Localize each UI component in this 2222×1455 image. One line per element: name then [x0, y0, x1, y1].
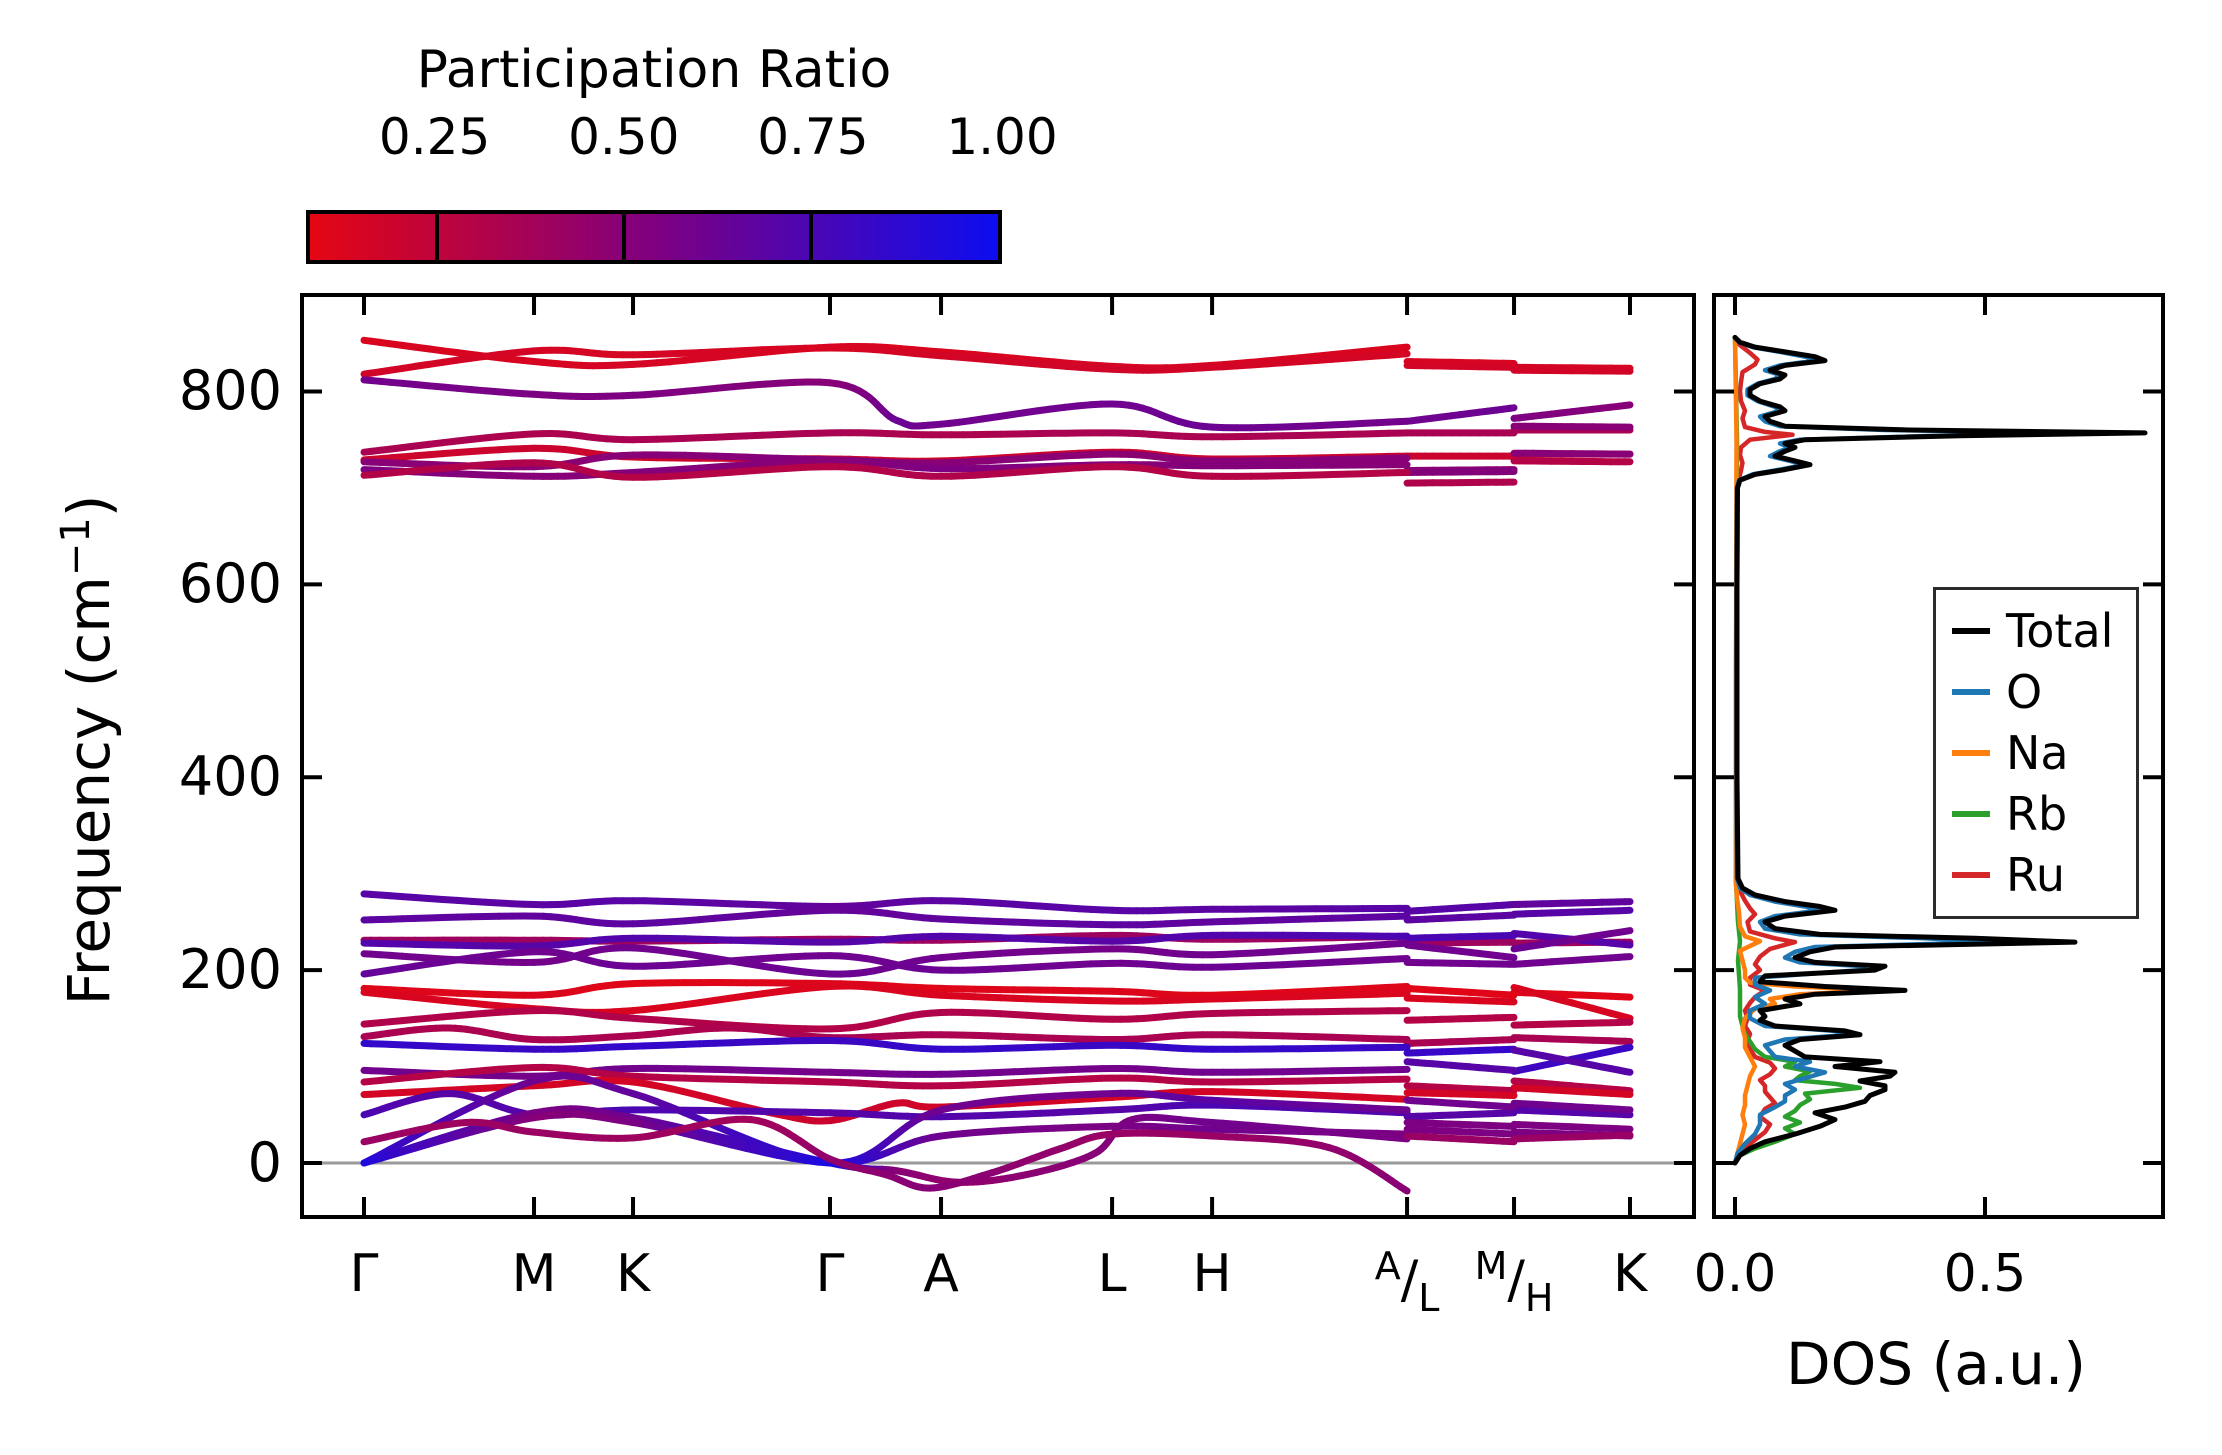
k-point-label: K: [615, 1244, 651, 1304]
legend-label: Na: [2006, 725, 2069, 780]
phonon-band-segment: [1621, 941, 1634, 949]
phonon-band-segment: [1621, 1086, 1634, 1095]
legend-label: Total: [2006, 603, 2114, 658]
colorbar-tick-line: [622, 214, 627, 260]
phonon-band-segment: [1505, 404, 1518, 412]
k-point-label: M/H: [1475, 1244, 1554, 1320]
colorbar-title: Participation Ratio: [416, 40, 892, 100]
legend-entry: O: [1952, 669, 2136, 715]
y-axis-label-text: Frequency (cm: [55, 576, 124, 1006]
phonon-band-segment: [1395, 343, 1411, 352]
y-tick-label: 0: [247, 1130, 282, 1194]
legend-line-sample: [1952, 749, 1990, 756]
phonon-band-segment: [1621, 1067, 1634, 1076]
legend-label: Rb: [2006, 787, 2068, 842]
phonon-band-segment: [1621, 927, 1634, 935]
colorbar-tick-label: 0.75: [757, 108, 869, 166]
y-axis-label: Frequency (cm−1): [53, 495, 123, 1006]
colorbar-tick-label: 1.00: [946, 108, 1058, 166]
dos-curve-rb: [1732, 335, 1863, 1166]
k-point-label: L: [1097, 1244, 1127, 1304]
phonon-band-segment: [1395, 350, 1411, 358]
dos-tick-label: 0.5: [1943, 1244, 2027, 1304]
phonon-band-segment: [1505, 953, 1518, 962]
k-point-label: A: [923, 1244, 959, 1304]
colorbar-tick-line: [435, 214, 440, 260]
legend-entry: Rb: [1952, 791, 2136, 837]
y-axis-label-sup: −1: [52, 517, 99, 577]
legend-entry: Na: [1952, 730, 2136, 776]
k-point-label: H: [1192, 1244, 1232, 1304]
phonon-band-segment: [1400, 1185, 1411, 1195]
k-point-label: K: [1612, 1244, 1648, 1304]
legend-entry: Total: [1952, 608, 2136, 654]
k-label-sub: L: [1418, 1276, 1440, 1320]
legend-label: O: [2006, 664, 2043, 719]
legend-label: Ru: [2006, 848, 2066, 903]
legend-line-sample: [1952, 627, 1990, 634]
legend-entry: Ru: [1952, 852, 2136, 898]
k-point-label: Γ: [815, 1244, 845, 1304]
y-tick-label: 600: [178, 552, 282, 616]
k-label-sub: H: [1524, 1276, 1554, 1320]
dos-curve-ru: [1732, 335, 1798, 1166]
k-point-label: A/L: [1375, 1244, 1440, 1320]
band-panel-frame: [300, 293, 1696, 1219]
y-tick-label: 400: [178, 745, 282, 809]
dos-panel-frame: [1712, 293, 2165, 1219]
y-tick-label: 200: [178, 938, 282, 1002]
colorbar-gradient: [306, 210, 1002, 264]
k-label-sup: A: [1374, 1244, 1401, 1288]
k-point-label: M: [511, 1244, 557, 1304]
dos-curve-na: [1732, 335, 1888, 1166]
phonon-band-segment: [1621, 1043, 1634, 1052]
k-label-slash: /: [1507, 1250, 1525, 1310]
legend-line-sample: [1952, 688, 1990, 695]
legend: Total O Na Rb Ru: [1933, 587, 2139, 919]
colorbar-tick-label: 0.50: [568, 108, 680, 166]
k-point-label: Γ: [349, 1244, 379, 1304]
k-label-slash: /: [1400, 1250, 1419, 1310]
colorbar-tick-label: 0.25: [378, 108, 491, 166]
y-axis-label-suffix: ): [55, 494, 124, 518]
dos-tick-label: 0.0: [1693, 1244, 1777, 1304]
legend-line-sample: [1952, 811, 1990, 818]
y-tick-label: 800: [178, 359, 282, 423]
phonon-band-segment: [1621, 401, 1634, 409]
dos-curve-total: [1732, 334, 2148, 1166]
k-label-sup: M: [1474, 1244, 1508, 1288]
colorbar-tick-line: [809, 214, 814, 260]
legend-line-sample: [1952, 872, 1990, 879]
phonon-band-segment: [1621, 1013, 1634, 1022]
dos-x-axis-label: DOS (a.u.): [1786, 1330, 2086, 1398]
